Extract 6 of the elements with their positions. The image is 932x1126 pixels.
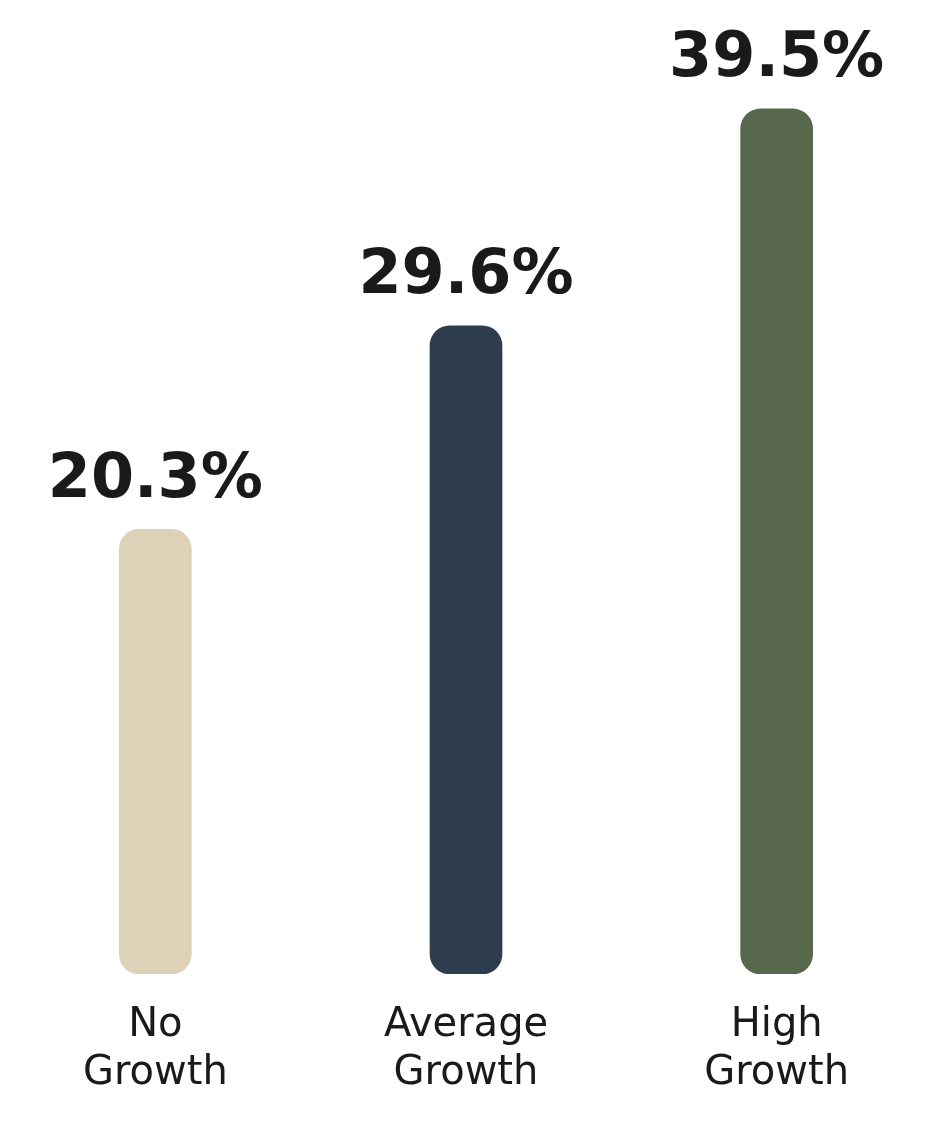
data-label: 39.5% — [669, 18, 885, 92]
x-tick-label: High Growth — [704, 999, 850, 1094]
data-label: 29.6% — [358, 234, 574, 308]
x-tick-label: Average Growth — [383, 999, 549, 1094]
x-tick-label: No Growth — [82, 999, 228, 1094]
data-label: 20.3% — [47, 438, 263, 512]
